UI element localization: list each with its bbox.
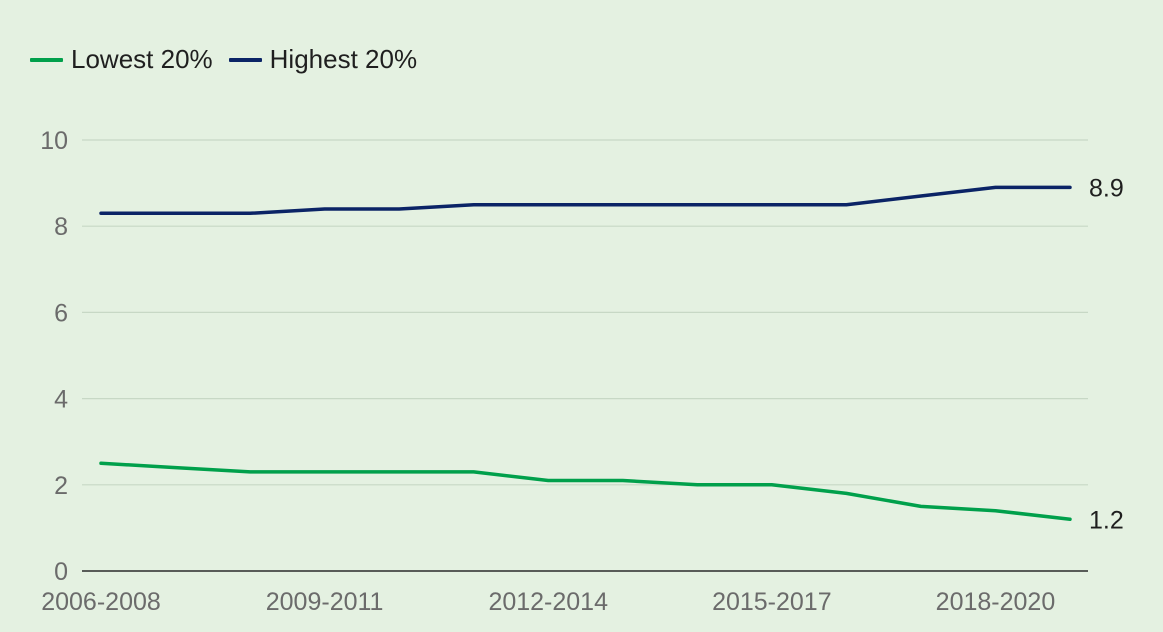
x-tick-label-2: 2012-2014 bbox=[488, 588, 608, 616]
y-tick-label-4: 4 bbox=[54, 386, 68, 414]
x-tick-label-3: 2015-2017 bbox=[712, 588, 832, 616]
legend-swatch-highest bbox=[228, 57, 262, 62]
y-tick-label-6: 6 bbox=[54, 299, 68, 327]
legend: Lowest 20% Highest 20% bbox=[30, 44, 433, 75]
legend-swatch-lowest bbox=[30, 57, 63, 62]
legend-label-lowest: Lowest 20% bbox=[71, 44, 213, 74]
legend-item-lowest: Lowest 20% bbox=[30, 44, 213, 75]
y-tick-label-0: 0 bbox=[54, 558, 68, 586]
x-tick-label-1: 2009-2011 bbox=[266, 588, 384, 616]
end-label-0: 1.2 bbox=[1089, 506, 1124, 534]
legend-item-highest: Highest 20% bbox=[228, 44, 418, 75]
legend-label-highest: Highest 20% bbox=[269, 44, 418, 74]
series-line-1 bbox=[99, 185, 1072, 216]
y-tick-label-2: 2 bbox=[54, 472, 68, 500]
series-line-0 bbox=[99, 461, 1072, 522]
y-tick-label-10: 10 bbox=[40, 127, 68, 155]
x-tick-label-0: 2006-2008 bbox=[41, 588, 161, 616]
x-tick-label-4: 2018-2020 bbox=[936, 588, 1056, 616]
y-tick-label-8: 8 bbox=[54, 213, 68, 241]
end-label-1: 8.9 bbox=[1089, 174, 1124, 202]
